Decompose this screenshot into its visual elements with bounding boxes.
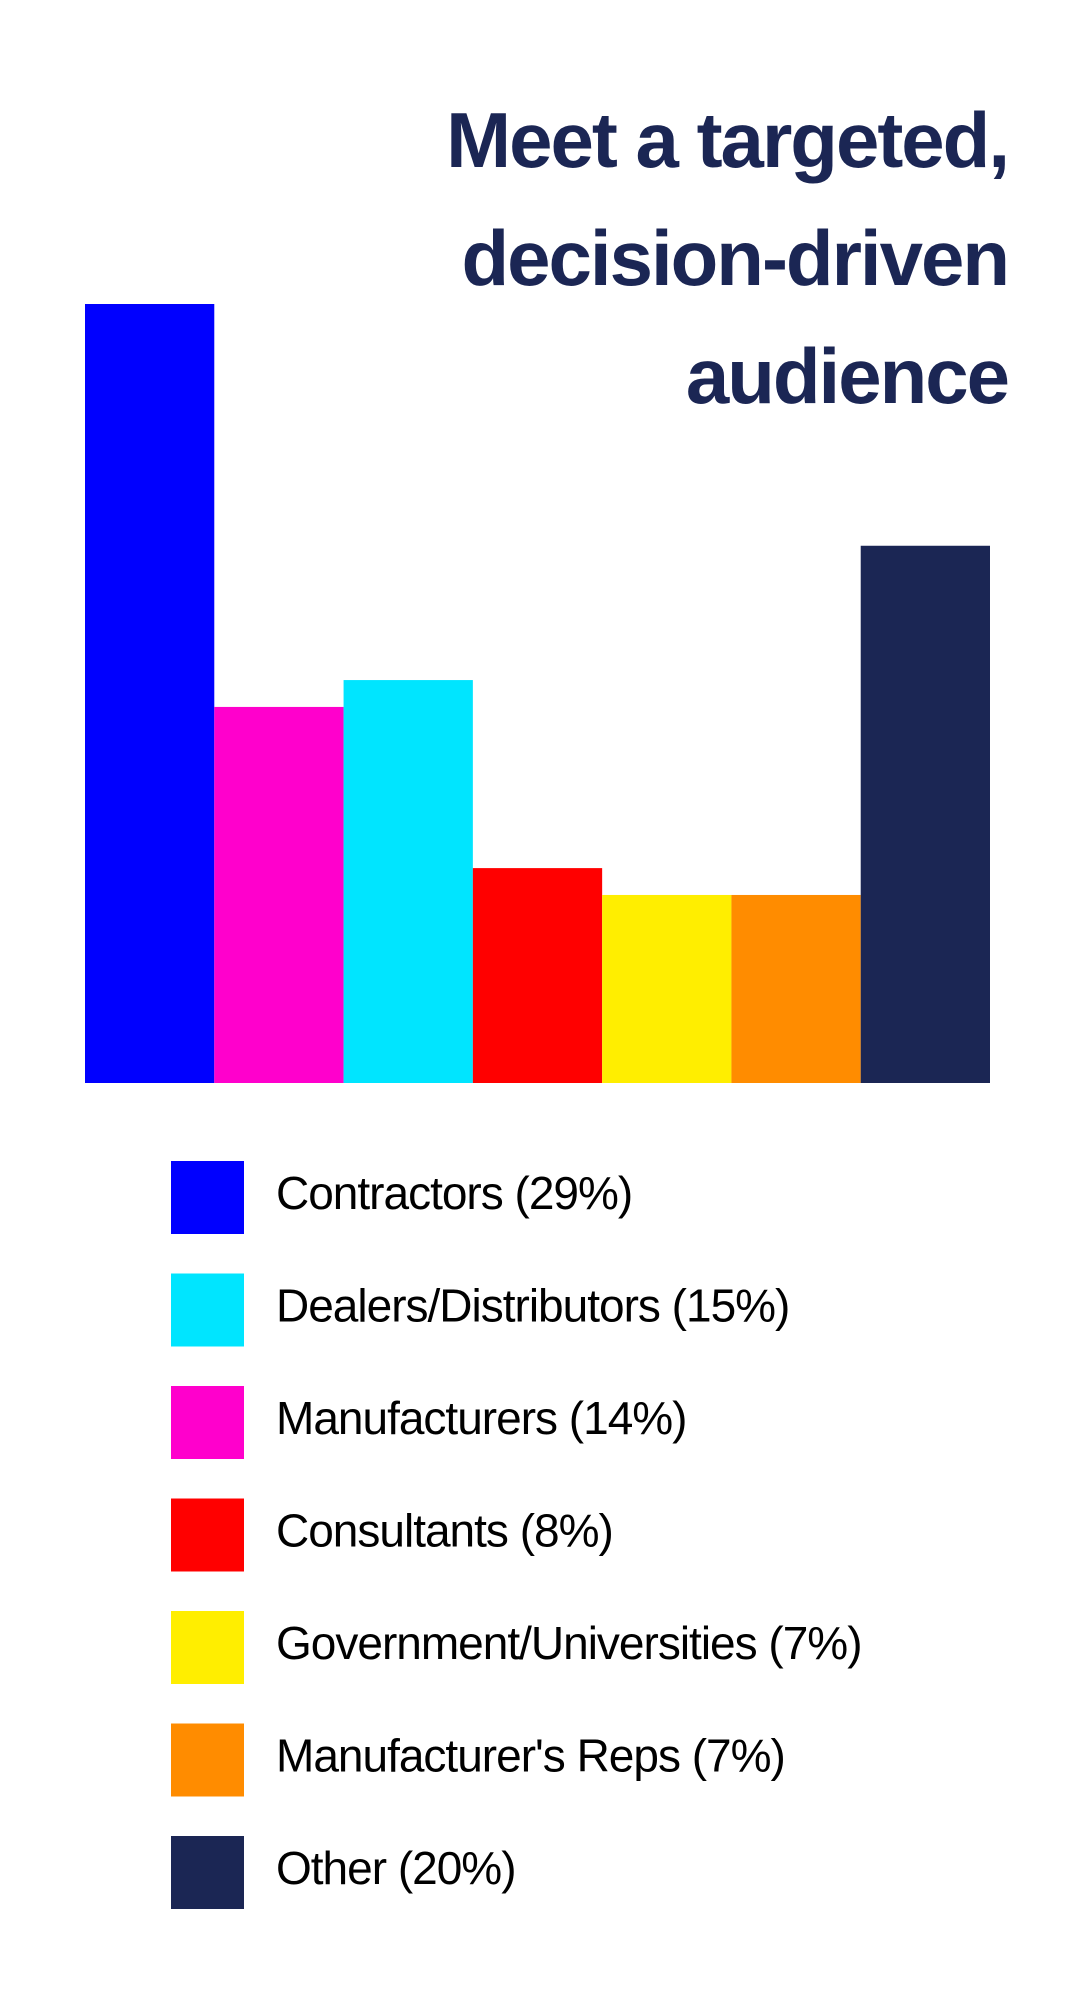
bar bbox=[85, 304, 215, 1083]
legend-swatch bbox=[171, 1273, 244, 1347]
legend-swatch bbox=[171, 1498, 244, 1572]
bar bbox=[602, 894, 732, 1083]
bar bbox=[472, 868, 603, 1083]
bar bbox=[731, 894, 861, 1083]
legend-label: Dealers/Distributors (15%) bbox=[276, 1280, 789, 1332]
legend-label: Manufacturers (14%) bbox=[276, 1392, 687, 1444]
legend-label: Contractors (29%) bbox=[276, 1167, 632, 1219]
legend-swatch bbox=[171, 1836, 244, 1909]
legend-label: Consultants (8%) bbox=[276, 1505, 613, 1557]
legend-label: Government/Universities (7%) bbox=[276, 1617, 862, 1669]
bar bbox=[214, 706, 344, 1083]
bar bbox=[860, 545, 990, 1083]
legend-swatch bbox=[171, 1386, 244, 1459]
legend-label: Manufacturer's Reps (7%) bbox=[276, 1730, 785, 1782]
bar bbox=[343, 680, 473, 1083]
legend-swatch bbox=[171, 1611, 244, 1684]
chart-title: decision-driven bbox=[462, 214, 1008, 302]
chart-title: Meet a targeted, bbox=[446, 96, 1008, 184]
legend-swatch bbox=[171, 1161, 244, 1234]
chart-title: audience bbox=[686, 332, 1008, 420]
legend-label: Other (20%) bbox=[276, 1842, 516, 1894]
legend-swatch bbox=[171, 1723, 244, 1797]
